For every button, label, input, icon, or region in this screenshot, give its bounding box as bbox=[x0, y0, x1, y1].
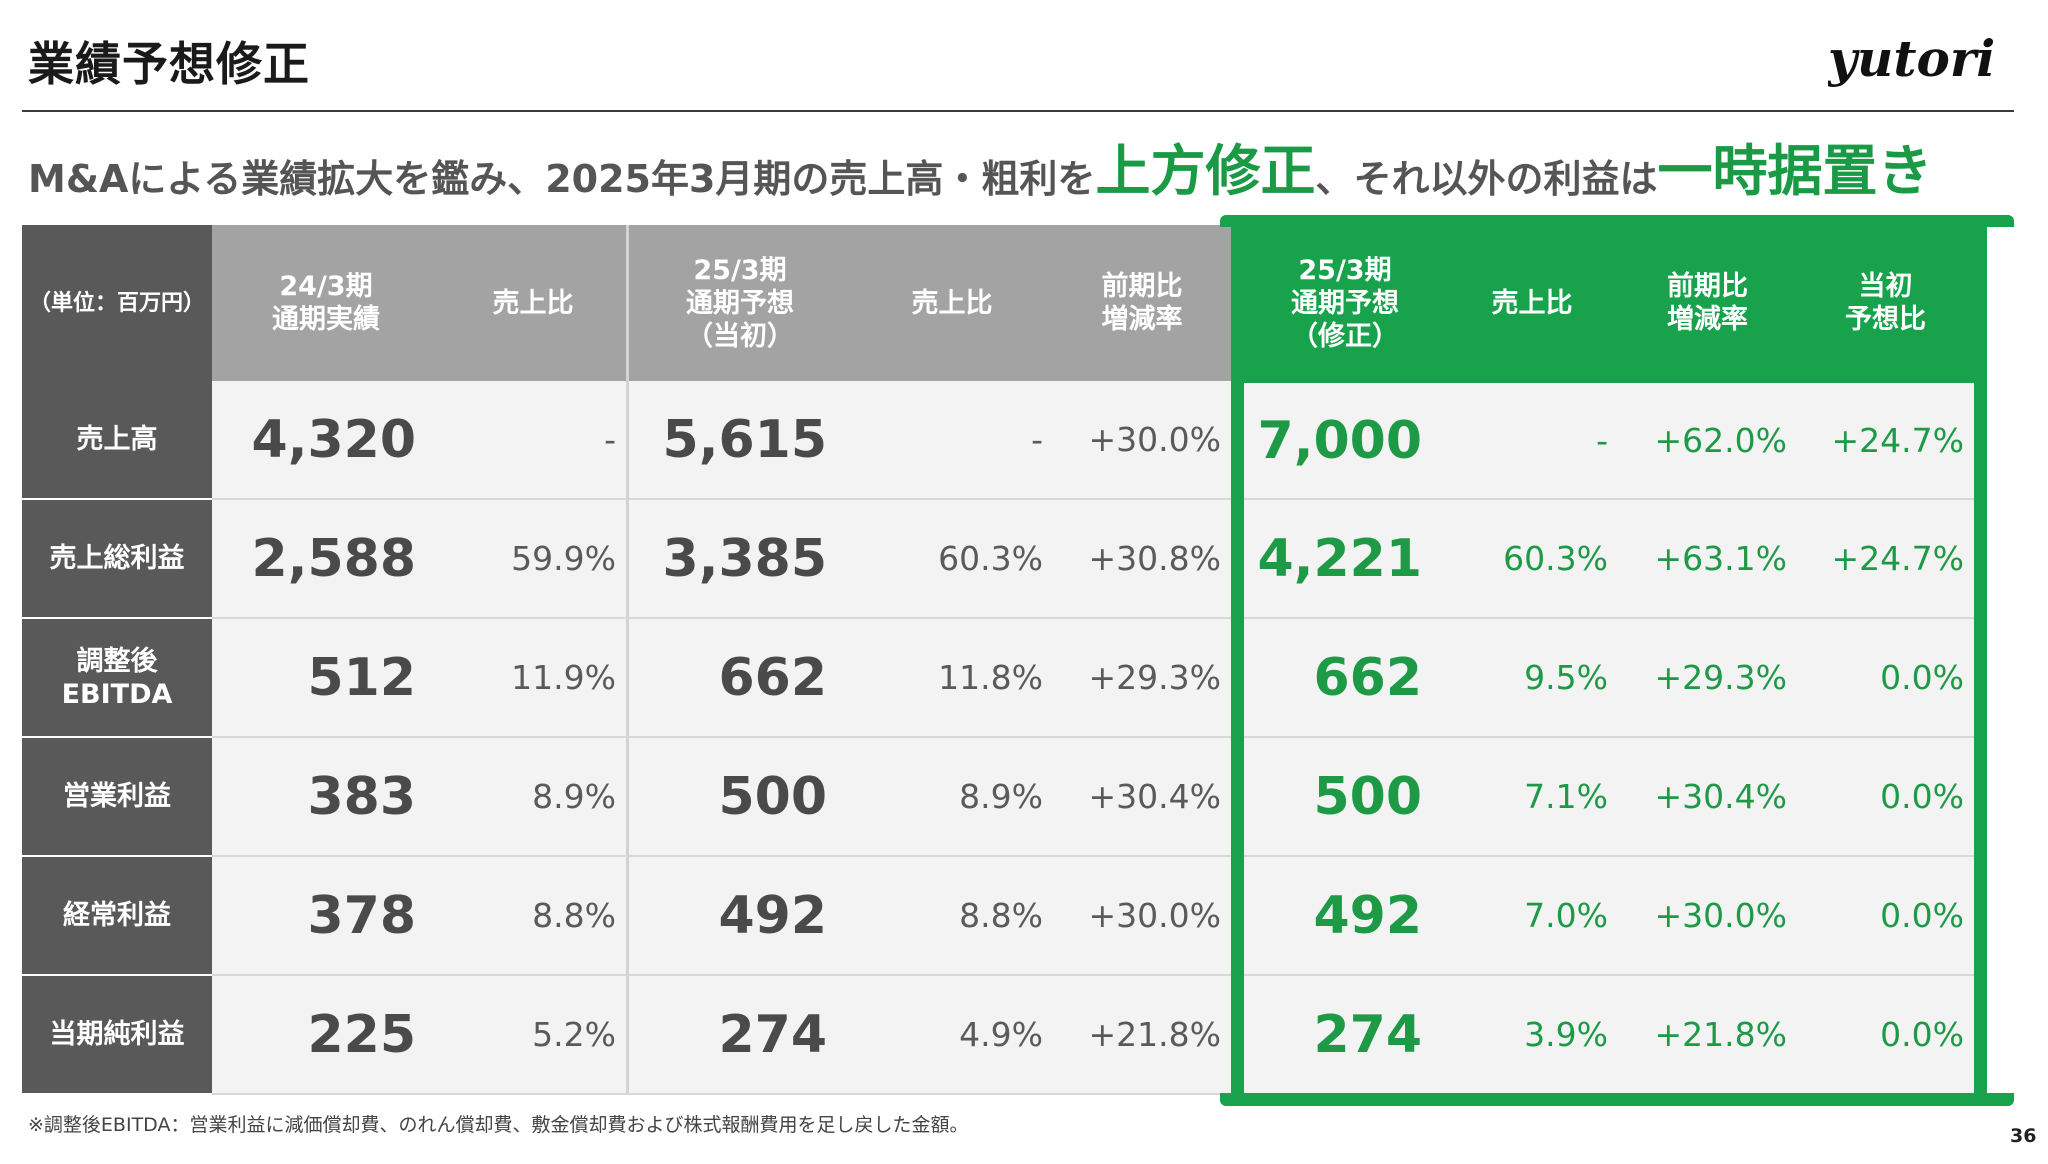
fy25-revised-value: 7,000 bbox=[1244, 381, 1446, 500]
vs-initial-forecast: 0.0% bbox=[1797, 976, 1974, 1095]
header-fy24-actual: 24/3期 通期実績 bbox=[212, 225, 440, 381]
green-frame-right bbox=[1974, 381, 1987, 500]
fy25-revised-value: 500 bbox=[1244, 738, 1446, 857]
header-green-border-left bbox=[1231, 225, 1244, 381]
fy24-ratio: 8.8% bbox=[440, 857, 629, 976]
headline-emphasis-upward-revision: 上方修正 bbox=[1095, 139, 1316, 203]
green-frame-top bbox=[1220, 215, 2014, 227]
vs-initial-forecast: +24.7% bbox=[1797, 500, 1974, 619]
fy24-actual-value: 512 bbox=[212, 619, 440, 738]
fy25-initial-ratio: 8.9% bbox=[851, 738, 1053, 857]
fy24-ratio: - bbox=[440, 381, 629, 500]
fy25-initial-value: 5,615 bbox=[629, 381, 851, 500]
fy25-revised-value: 662 bbox=[1244, 619, 1446, 738]
green-frame-right bbox=[1974, 857, 1987, 976]
fy24-actual-value: 225 bbox=[212, 976, 440, 1095]
title-divider bbox=[22, 110, 2014, 112]
row-label: 調整後 EBITDA bbox=[22, 619, 212, 738]
fy25-revised-yoy: +30.4% bbox=[1618, 738, 1797, 857]
header-ratio-3: 売上比 bbox=[1446, 225, 1618, 381]
headline-part1: M&Aによる業績拡大を鑑み、2025年3月期の売上高・粗利を bbox=[28, 157, 1096, 201]
logo-wordmark: yutori bbox=[1828, 30, 1995, 88]
fy24-actual-value: 378 bbox=[212, 857, 440, 976]
row-label: 営業利益 bbox=[22, 738, 212, 857]
fy25-initial-ratio: - bbox=[851, 381, 1053, 500]
fy24-actual-value: 383 bbox=[212, 738, 440, 857]
green-frame-left bbox=[1231, 976, 1244, 1095]
headline-emphasis-hold: 一時据置き bbox=[1657, 139, 1933, 203]
header-yoy-2: 前期比 増減率 bbox=[1618, 225, 1797, 381]
row-label: 当期純利益 bbox=[22, 976, 212, 1095]
fy25-revised-value: 492 bbox=[1244, 857, 1446, 976]
header-green-border-right bbox=[1974, 225, 1987, 381]
fy25-initial-yoy: +30.0% bbox=[1053, 857, 1231, 976]
fy25-revised-ratio: 7.1% bbox=[1446, 738, 1618, 857]
fy25-initial-value: 492 bbox=[629, 857, 851, 976]
fy24-ratio: 59.9% bbox=[440, 500, 629, 619]
green-frame-left bbox=[1231, 500, 1244, 619]
fy25-revised-value: 4,221 bbox=[1244, 500, 1446, 619]
fy25-initial-value: 662 bbox=[629, 619, 851, 738]
fy25-initial-yoy: +30.8% bbox=[1053, 500, 1231, 619]
fy24-ratio: 8.9% bbox=[440, 738, 629, 857]
row-label: 売上高 bbox=[22, 381, 212, 500]
page-title: 業績予想修正 bbox=[28, 37, 310, 91]
green-frame-left bbox=[1231, 857, 1244, 976]
green-frame-right bbox=[1974, 500, 1987, 619]
green-frame-right bbox=[1974, 976, 1987, 1095]
vs-initial-forecast: 0.0% bbox=[1797, 738, 1974, 857]
page-number: 36 bbox=[2010, 1125, 2037, 1147]
fy25-revised-yoy: +21.8% bbox=[1618, 976, 1797, 1095]
green-frame-right bbox=[1974, 738, 1987, 857]
fy25-initial-yoy: +30.4% bbox=[1053, 738, 1231, 857]
header-fy25-initial: 25/3期 通期予想 （当初） bbox=[629, 225, 851, 381]
fy25-revised-yoy: +62.0% bbox=[1618, 381, 1797, 500]
fy24-ratio: 11.9% bbox=[440, 619, 629, 738]
header-fy25-revised: 25/3期 通期予想 （修正） bbox=[1244, 225, 1446, 381]
footnote: ※調整後EBITDA：営業利益に減価償却費、のれん償却費、敷金償却費および株式報… bbox=[28, 1114, 969, 1136]
fy25-revised-yoy: +63.1% bbox=[1618, 500, 1797, 619]
fy25-initial-ratio: 8.8% bbox=[851, 857, 1053, 976]
fy25-revised-value: 274 bbox=[1244, 976, 1446, 1095]
green-frame-right bbox=[1974, 619, 1987, 738]
row-label: 売上総利益 bbox=[22, 500, 212, 619]
header-vs-initial: 当初 予想比 bbox=[1797, 225, 1974, 381]
fy25-initial-yoy: +30.0% bbox=[1053, 381, 1231, 500]
header-unit: （単位：百万円） bbox=[22, 225, 212, 381]
fy25-initial-yoy: +21.8% bbox=[1053, 976, 1231, 1095]
fy24-ratio: 5.2% bbox=[440, 976, 629, 1095]
vs-initial-forecast: 0.0% bbox=[1797, 619, 1974, 738]
fy25-initial-value: 500 bbox=[629, 738, 851, 857]
green-frame-left bbox=[1231, 738, 1244, 857]
fy25-initial-ratio: 4.9% bbox=[851, 976, 1053, 1095]
fy24-actual-value: 4,320 bbox=[212, 381, 440, 500]
fy25-revised-ratio: 3.9% bbox=[1446, 976, 1618, 1095]
headline-part2: 、それ以外の利益は bbox=[1315, 157, 1658, 201]
green-frame-bottom bbox=[1220, 1093, 2014, 1106]
row-label: 経常利益 bbox=[22, 857, 212, 976]
fy24-actual-value: 2,588 bbox=[212, 500, 440, 619]
fy25-initial-value: 274 bbox=[629, 976, 851, 1095]
fy25-initial-ratio: 60.3% bbox=[851, 500, 1053, 619]
green-frame-left bbox=[1231, 619, 1244, 738]
headline: M&Aによる業績拡大を鑑み、2025年3月期の売上高・粗利を 上方修正 、それ以… bbox=[28, 128, 2018, 204]
header-yoy-1: 前期比 増減率 bbox=[1053, 225, 1231, 381]
header-ratio-2: 売上比 bbox=[851, 225, 1053, 381]
fy25-initial-ratio: 11.8% bbox=[851, 619, 1053, 738]
fy25-revised-ratio: - bbox=[1446, 381, 1618, 500]
fy25-revised-yoy: +30.0% bbox=[1618, 857, 1797, 976]
fy25-revised-ratio: 9.5% bbox=[1446, 619, 1618, 738]
green-frame-left bbox=[1231, 381, 1244, 500]
vs-initial-forecast: 0.0% bbox=[1797, 857, 1974, 976]
fy25-revised-ratio: 7.0% bbox=[1446, 857, 1618, 976]
forecast-revision-table: （単位：百万円） 24/3期 通期実績 売上比 25/3期 通期予想 （当初） … bbox=[22, 225, 1987, 1095]
fy25-revised-yoy: +29.3% bbox=[1618, 619, 1797, 738]
fy25-initial-value: 3,385 bbox=[629, 500, 851, 619]
fy25-revised-ratio: 60.3% bbox=[1446, 500, 1618, 619]
yutori-logo: yutori bbox=[1828, 30, 1995, 88]
fy25-initial-yoy: +29.3% bbox=[1053, 619, 1231, 738]
vs-initial-forecast: +24.7% bbox=[1797, 381, 1974, 500]
header-ratio-1: 売上比 bbox=[440, 225, 629, 381]
